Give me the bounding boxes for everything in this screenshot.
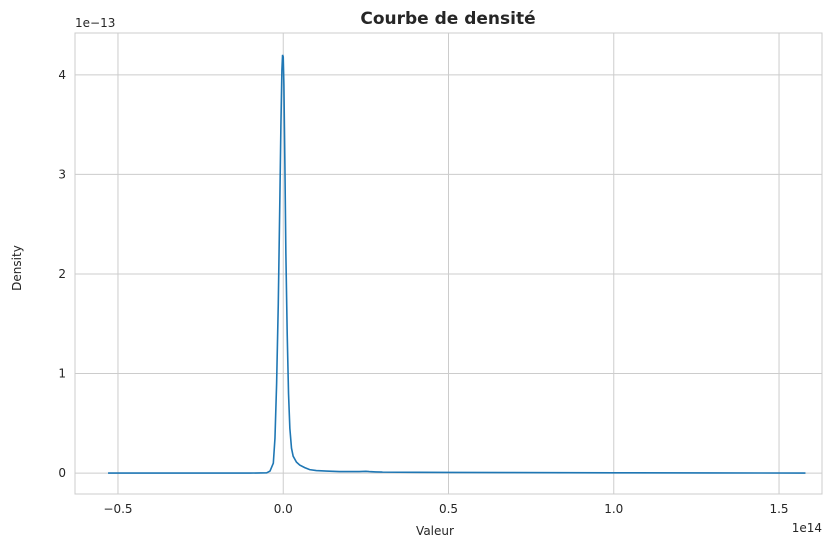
y-tick-label: 2 (58, 267, 66, 281)
x-axis-label: Valeur (416, 524, 454, 538)
x-tick-label: −0.5 (103, 502, 132, 516)
y-tick-label: 0 (58, 466, 66, 480)
y-tick-label: 4 (58, 68, 66, 82)
x-tick-label: 1.5 (769, 502, 788, 516)
y-offset-text: 1e−13 (75, 16, 115, 30)
y-axis-label: Density (10, 245, 24, 291)
x-offset-text: 1e14 (792, 521, 822, 535)
density-series-line (108, 54, 806, 474)
x-tick-label: 0.0 (274, 502, 293, 516)
y-tick-label: 3 (58, 167, 66, 181)
x-tick-label: 0.5 (439, 502, 458, 516)
plot-frame (74, 32, 823, 495)
x-tick-labels: −0.5 0.0 0.5 1.0 1.5 (103, 502, 788, 516)
y-tick-labels: 0 1 2 3 4 (58, 68, 66, 480)
chart-title: Courbe de densité (360, 9, 535, 29)
y-tick-label: 1 (58, 367, 66, 381)
x-gridlines (117, 33, 780, 494)
x-tick-label: 1.0 (604, 502, 623, 516)
